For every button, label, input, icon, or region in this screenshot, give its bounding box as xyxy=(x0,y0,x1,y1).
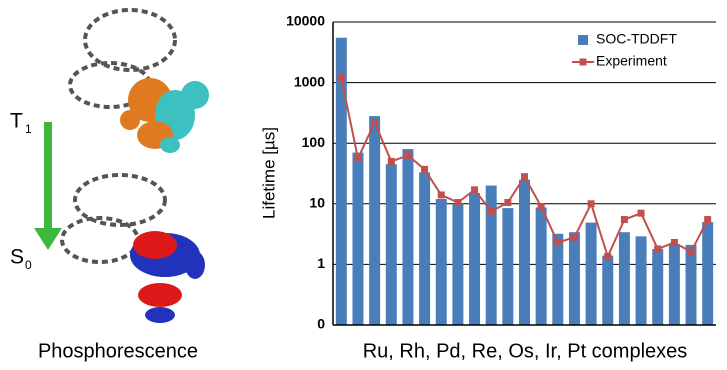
marker xyxy=(354,155,361,162)
marker xyxy=(388,158,395,165)
marker xyxy=(404,152,411,159)
x-axis-label: Ru, Rh, Pd, Re, Os, Ir, Pt complexes xyxy=(363,340,688,362)
bar xyxy=(636,236,647,325)
bar xyxy=(602,256,613,325)
marker xyxy=(504,199,511,206)
legend-label: SOC-TDDFT xyxy=(596,31,677,47)
molecule-bottom xyxy=(62,175,205,323)
marker xyxy=(688,249,695,256)
s-sub: 0 xyxy=(25,258,32,272)
marker xyxy=(454,199,461,206)
bar xyxy=(669,245,680,325)
y-tick-label: 1 xyxy=(317,255,325,271)
bar xyxy=(452,204,463,325)
y-tick-label: 100 xyxy=(302,134,326,150)
marker xyxy=(538,203,545,210)
molecule-top xyxy=(70,10,209,153)
marker xyxy=(421,166,428,173)
marker xyxy=(654,245,661,252)
bar xyxy=(652,249,663,325)
y-tick-label: 10 xyxy=(309,195,325,211)
bar xyxy=(352,153,363,325)
bar xyxy=(702,222,713,325)
bar xyxy=(686,245,697,325)
bar xyxy=(619,232,630,325)
marker xyxy=(371,119,378,126)
bar xyxy=(402,149,413,325)
y-tick-label: 0 xyxy=(317,316,325,332)
y-tick-label: 1000 xyxy=(294,73,325,89)
marker xyxy=(621,216,628,223)
legend-swatch xyxy=(580,59,587,66)
marker xyxy=(704,216,711,223)
marker xyxy=(338,74,345,81)
figure: T 1 S 0 Phosphorescence Ru, Rh, Pd, Re, … xyxy=(0,0,727,365)
marker xyxy=(521,173,528,180)
marker xyxy=(604,253,611,260)
marker xyxy=(554,239,561,246)
bar xyxy=(536,207,547,325)
marker xyxy=(671,239,678,246)
marker xyxy=(438,191,445,198)
t-label: T xyxy=(10,110,23,133)
bar xyxy=(386,164,397,325)
y-tick-label: 10000 xyxy=(286,13,325,29)
marker xyxy=(588,200,595,207)
left-caption: Phosphorescence xyxy=(38,340,198,362)
marker xyxy=(571,234,578,241)
t-sub: 1 xyxy=(25,122,32,136)
marker xyxy=(471,186,478,193)
y-axis-label: Lifetime [µs] xyxy=(259,127,278,219)
bar xyxy=(552,234,563,325)
marker xyxy=(488,208,495,215)
marker xyxy=(638,210,645,217)
legend-swatch xyxy=(578,35,588,45)
legend-label: Experiment xyxy=(596,53,667,69)
bar xyxy=(519,180,530,325)
bar xyxy=(469,193,480,325)
s-label: S xyxy=(10,246,24,269)
bar xyxy=(569,232,580,325)
transition-arrow xyxy=(34,122,62,250)
bar xyxy=(586,223,597,325)
bar xyxy=(436,199,447,325)
bar xyxy=(502,208,513,325)
bar xyxy=(369,116,380,325)
bar xyxy=(419,172,430,325)
